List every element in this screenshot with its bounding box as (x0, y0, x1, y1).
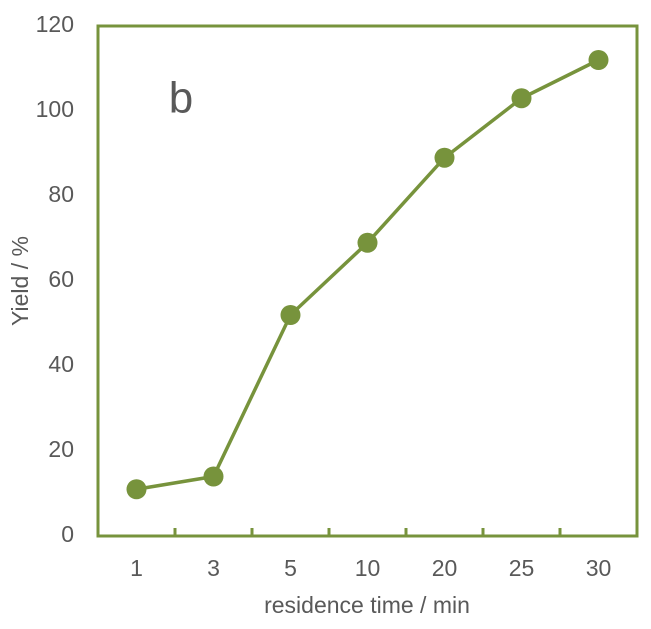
y-tick-label: 80 (48, 181, 74, 207)
data-line (136, 58, 600, 491)
y-tick-label: 40 (48, 351, 74, 377)
panel-label: b (169, 74, 193, 123)
data-point (434, 147, 455, 168)
x-tick-label: 3 (207, 555, 220, 581)
x-tick-label: 30 (586, 555, 612, 581)
data-point (126, 479, 147, 500)
y-tick-label: 100 (36, 96, 74, 122)
x-tick-label: 10 (355, 555, 381, 581)
y-tick-label: 20 (48, 436, 74, 462)
plot-frame (96, 24, 639, 538)
y-tick-label: 60 (48, 266, 74, 292)
y-tick-label: 120 (36, 11, 74, 37)
x-tick-label: 5 (284, 555, 297, 581)
y-axis-label: Yield / % (7, 236, 33, 326)
x-tick-label: 20 (432, 555, 458, 581)
data-point (511, 88, 532, 109)
data-point (203, 466, 224, 487)
x-tick-label: 25 (509, 555, 535, 581)
x-tick-label: 1 (130, 555, 143, 581)
data-point (588, 50, 609, 70)
x-axis-label: residence time / min (264, 592, 470, 618)
y-tick-label: 0 (61, 521, 74, 547)
data-point (280, 305, 301, 325)
data-point (357, 232, 378, 253)
